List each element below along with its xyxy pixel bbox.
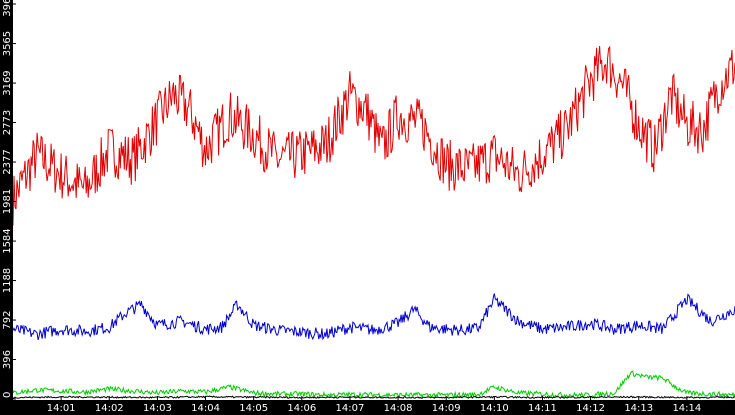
y-tick-label: 3962 xyxy=(2,0,13,17)
x-tick-label: 14:07 xyxy=(336,403,365,414)
series-line-1 xyxy=(12,45,735,226)
x-tick-label: 14:12 xyxy=(576,403,605,414)
x-tick-layer: 14:01 14:02 14:03 14:04 14:05 14:06 14:07 14:08… xyxy=(47,396,701,414)
y-tick-label: 1584 xyxy=(2,228,13,253)
x-tick-label: 14:08 xyxy=(384,403,413,414)
y-tick-label: 1981 xyxy=(2,189,13,214)
y-tick-label: 0 xyxy=(2,392,13,398)
x-tick-label: 14:05 xyxy=(239,403,268,414)
y-tick-label: 3169 xyxy=(2,70,13,95)
y-tick-label: 1188 xyxy=(2,268,13,293)
series-layer xyxy=(12,45,735,400)
y-tick-label: 3565 xyxy=(2,31,13,56)
x-tick-label: 14:06 xyxy=(287,403,316,414)
y-tick-label: 2773 xyxy=(2,110,13,135)
x-tick-label: 14:14 xyxy=(672,403,701,414)
x-tick-label: 14:09 xyxy=(432,403,461,414)
series-line-4 xyxy=(12,395,735,400)
x-axis-band xyxy=(0,400,735,415)
x-tick-label: 14:01 xyxy=(47,403,76,414)
x-tick-label: 14:03 xyxy=(143,403,172,414)
y-tick-layer: 0 396 792 1188 1584 1981 2377 2773 3169 3565 3962 xyxy=(2,0,16,400)
series-line-2 xyxy=(12,293,735,341)
y-tick-label: 792 xyxy=(2,310,13,329)
x-tick-label: 14:13 xyxy=(624,403,653,414)
x-tick-label: 14:10 xyxy=(480,403,509,414)
x-tick-label: 14:11 xyxy=(528,403,557,414)
x-tick-label: 14:02 xyxy=(95,403,124,414)
y-tick-label: 2377 xyxy=(2,149,13,174)
series-line-3 xyxy=(12,370,735,399)
x-tick-label: 14:04 xyxy=(191,403,220,414)
y-tick-label: 396 xyxy=(2,350,13,369)
y-axis-band xyxy=(0,0,13,400)
